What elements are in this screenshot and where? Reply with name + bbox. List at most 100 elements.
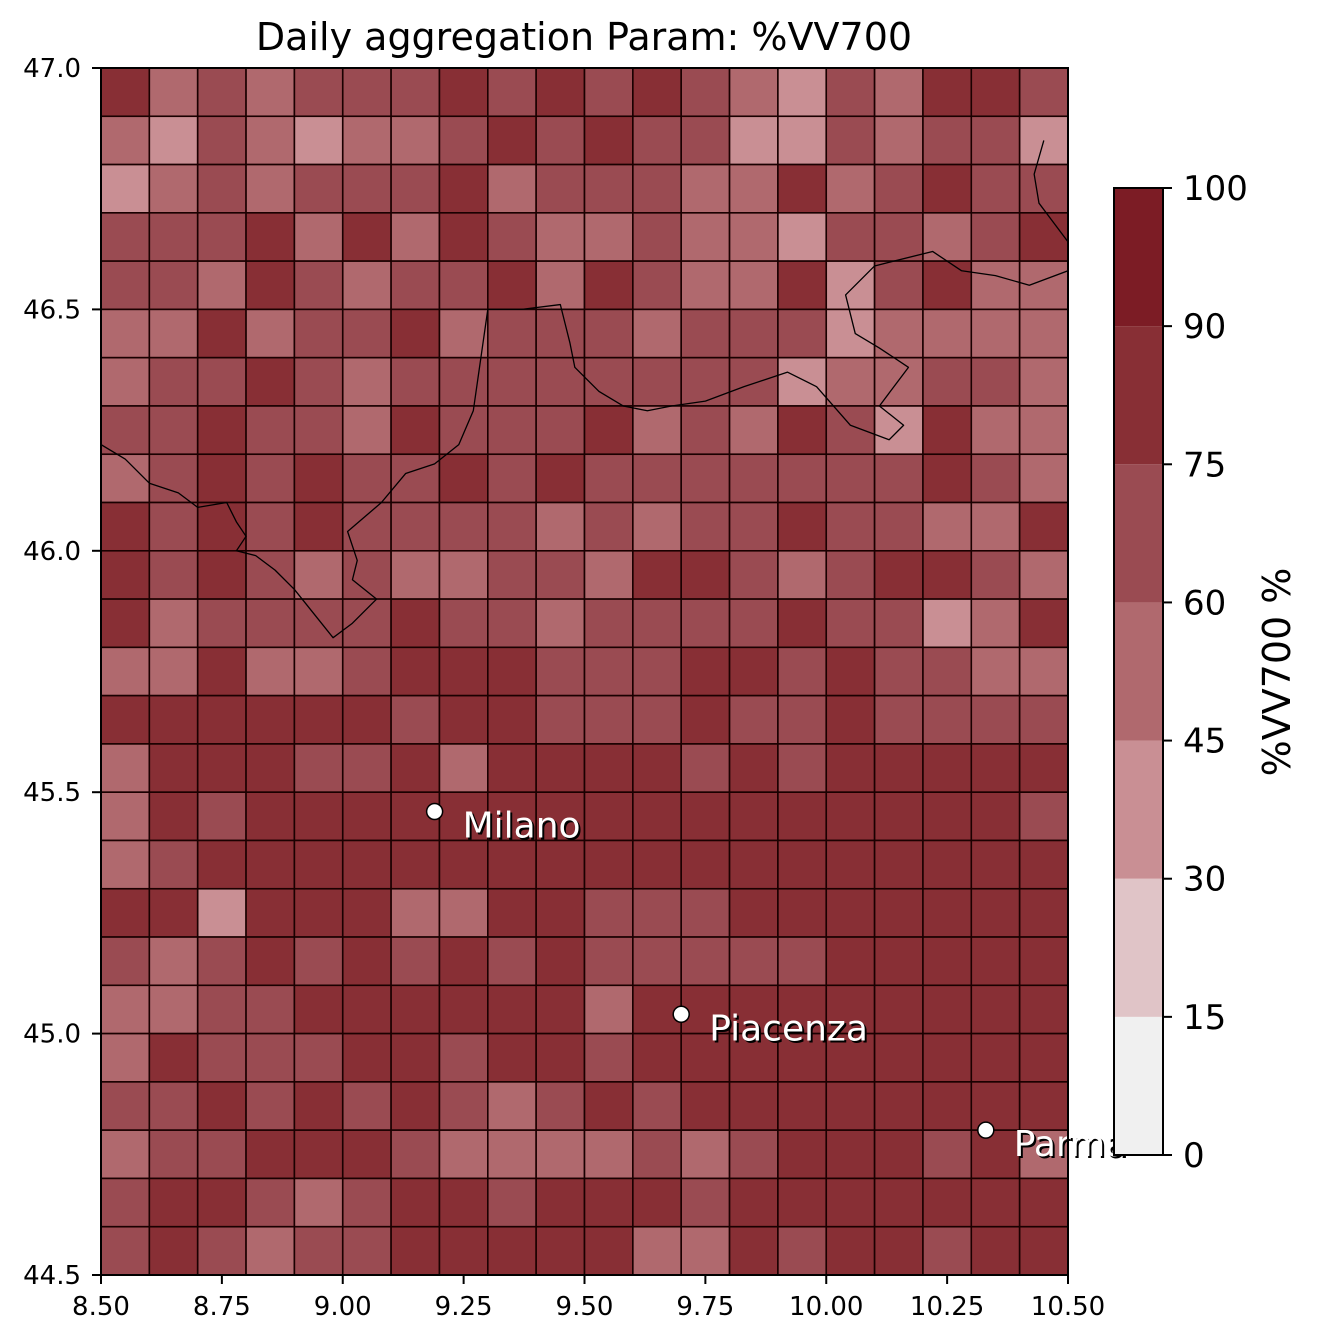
heatmap-cell: [680, 1177, 731, 1228]
heatmap-cell: [341, 936, 392, 987]
heatmap-cell: [873, 1081, 924, 1131]
heatmap-cell: [970, 839, 1021, 890]
heatmap-cell: [196, 356, 247, 407]
heatmap-cell: [922, 1032, 973, 1083]
heatmap-cell: [970, 212, 1021, 262]
heatmap-cell: [341, 791, 392, 842]
heatmap-cell: [728, 67, 779, 118]
heatmap-cell: [632, 1225, 682, 1276]
heatmap-cell: [486, 936, 537, 987]
heatmap-cell: [390, 936, 441, 987]
heatmap-cell: [825, 598, 876, 649]
heatmap-cell: [825, 453, 876, 504]
heatmap-cell: [873, 1129, 924, 1180]
x-tick-label: 10.50: [1031, 1292, 1105, 1322]
heatmap-cell: [293, 1032, 344, 1083]
heatmap-cell: [341, 356, 392, 407]
city-marker: [977, 1121, 995, 1139]
heatmap-cell: [486, 743, 537, 793]
heatmap-cell: [777, 694, 828, 745]
heatmap-cell: [583, 356, 634, 407]
border-line: [101, 250, 1068, 639]
heatmap-cell: [100, 260, 151, 311]
heatmap-cell: [438, 501, 489, 552]
heatmap-cell: [535, 791, 586, 842]
x-tick-label: 9.00: [314, 1292, 372, 1322]
heatmap-cell: [632, 646, 682, 697]
heatmap-cell: [148, 549, 199, 600]
heatmap-cell: [632, 791, 682, 842]
heatmap-cell: [873, 1225, 924, 1276]
heatmap-cell: [922, 598, 973, 649]
colorbar-tick-label: 60: [1183, 583, 1226, 623]
heatmap-cell: [777, 646, 828, 697]
colorbar-tick-label: 30: [1183, 860, 1226, 900]
heatmap-cell: [100, 1129, 151, 1180]
heatmap-cell: [1018, 598, 1069, 649]
heatmap-cell: [245, 1177, 296, 1228]
y-tick-label: 44.5: [23, 1261, 81, 1291]
heatmap-cell: [728, 984, 779, 1035]
heatmap-cell: [196, 308, 247, 359]
city-label-shadow: Piacenza: [711, 1010, 870, 1051]
heatmap-cell: [583, 1129, 634, 1180]
heatmap-cell: [970, 308, 1021, 359]
heatmap-cell: [438, 260, 489, 311]
heatmap-cell: [486, 453, 537, 504]
heatmap-cell: [438, 405, 489, 456]
heatmap-cell: [390, 1081, 441, 1131]
heatmap-cell: [825, 839, 876, 890]
heatmap-cell: [148, 743, 199, 793]
heatmap-cell: [100, 212, 151, 262]
heatmap-cell: [1018, 646, 1069, 697]
heatmap-cell: [535, 308, 586, 359]
heatmap-cell: [535, 984, 586, 1035]
heatmap-cell: [341, 501, 392, 552]
heatmap-cell: [341, 1081, 392, 1131]
country-border: [101, 140, 1068, 639]
heatmap-cell: [535, 1081, 586, 1131]
heatmap-cell: [970, 984, 1021, 1035]
heatmap-cell: [873, 936, 924, 987]
heatmap-cell: [293, 356, 344, 407]
heatmap-cell: [148, 984, 199, 1035]
heatmap-cell: [680, 501, 731, 552]
city-label: Piacenza: [709, 1008, 868, 1049]
y-tick-label: 46.5: [23, 295, 81, 325]
heatmap-cell: [438, 115, 489, 166]
heatmap-cell: [486, 839, 537, 890]
heatmap-cell: [632, 549, 682, 600]
heatmap-cell: [777, 743, 828, 793]
heatmap-cell: [583, 1081, 634, 1131]
heatmap-cell: [777, 115, 828, 166]
heatmap-cell: [148, 1081, 199, 1131]
heatmap-cell: [148, 887, 199, 938]
heatmap-cell: [390, 1129, 441, 1180]
heatmap-cell: [148, 260, 199, 311]
heatmap-cell: [245, 115, 296, 166]
heatmap-cell: [680, 598, 731, 649]
heatmap-cell: [390, 887, 441, 938]
heatmap-cell: [100, 1032, 151, 1083]
heatmap-cell: [293, 163, 344, 214]
heatmap-cell: [777, 356, 828, 407]
heatmap-cell: [486, 887, 537, 938]
heatmap-cell: [922, 1177, 973, 1228]
heatmap-cell: [632, 453, 682, 504]
city-label: Parma: [1014, 1124, 1127, 1165]
heatmap-cell: [728, 1081, 779, 1131]
heatmap-cell: [777, 936, 828, 987]
heatmap-cell: [245, 839, 296, 890]
heatmap-cell: [873, 67, 924, 118]
heatmap-cell: [293, 1177, 344, 1228]
heatmap-cell: [728, 260, 779, 311]
heatmap-cell: [486, 67, 537, 118]
heatmap-cell: [1018, 260, 1069, 311]
heatmap-cell: [777, 839, 828, 890]
x-tick-label: 10.25: [910, 1292, 984, 1322]
heatmap-cell: [390, 1032, 441, 1083]
x-tick-label: 9.50: [556, 1292, 614, 1322]
heatmap-cell: [632, 405, 682, 456]
colorbar: 0 15 30 45 60 75 90 100: [1113, 169, 1248, 1176]
heatmap-cell: [341, 308, 392, 359]
